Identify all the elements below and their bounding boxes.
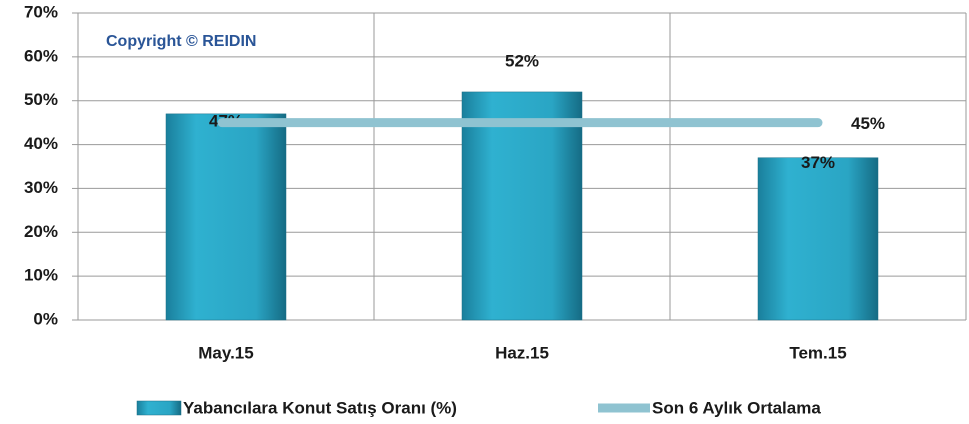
x-tick-label: May.15	[198, 343, 253, 362]
y-tick-label: 50%	[24, 90, 58, 109]
legend-swatch	[136, 400, 182, 416]
y-tick-label: 30%	[24, 178, 58, 197]
legend-label: Yabancılara Konut Satış Oranı (%)	[183, 398, 457, 417]
legend-label: Son 6 Aylık Ortalama	[652, 398, 821, 417]
line-value-label: 45%	[851, 114, 885, 133]
y-tick-label: 0%	[33, 309, 58, 328]
y-tick-label: 10%	[24, 266, 58, 285]
x-tick-label: Haz.15	[495, 343, 549, 362]
bar	[757, 157, 879, 321]
bar	[165, 113, 287, 321]
x-tick-label: Tem.15	[789, 343, 846, 362]
y-tick-label: 70%	[24, 2, 58, 21]
bar-value-label: 52%	[505, 51, 539, 70]
bar	[461, 91, 583, 321]
bar-value-label: 37%	[801, 153, 835, 172]
y-tick-label: 20%	[24, 222, 58, 241]
y-tick-label: 60%	[24, 46, 58, 65]
y-tick-label: 40%	[24, 134, 58, 153]
copyright: Copyright © REIDIN	[106, 33, 256, 50]
